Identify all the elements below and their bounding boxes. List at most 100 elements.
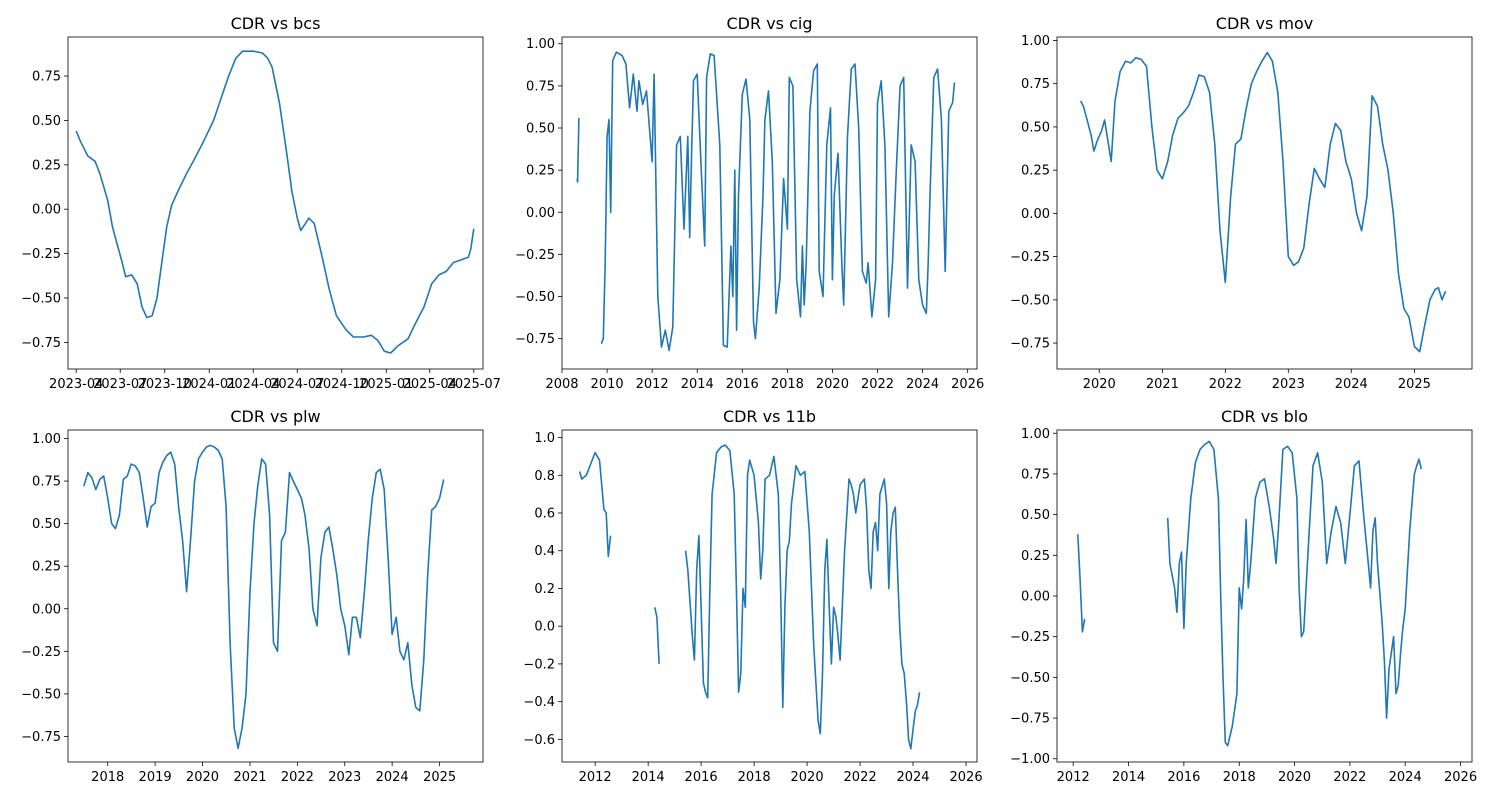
x-tick-label: 2022 bbox=[281, 770, 314, 785]
y-tick-label: −0.75 bbox=[21, 730, 61, 745]
axes-frame bbox=[67, 429, 484, 763]
series-line-segment bbox=[653, 607, 660, 664]
y-tick-label: 0.25 bbox=[32, 560, 61, 575]
y-tick-label: −0.75 bbox=[515, 332, 555, 347]
y-tick-label: 0.25 bbox=[526, 164, 555, 179]
subplot-1: CDR vs bcs −0.75 −0.50 −0.25 0.00 0.25 0.50 0.7… bbox=[21, 14, 501, 392]
y-tick-label: −0.75 bbox=[21, 336, 61, 351]
x-tick-label: 2014 bbox=[681, 377, 714, 392]
x-tick-label: 2020 bbox=[1278, 770, 1311, 785]
x-tick-label: 2023-04 bbox=[49, 377, 103, 392]
x-tick-label: 2012 bbox=[636, 377, 669, 392]
y-tick-label: −0.25 bbox=[1010, 250, 1050, 265]
series-line-segment bbox=[576, 117, 580, 183]
x-tick-label: 2022 bbox=[1333, 770, 1366, 785]
y-tick-label: 0.8 bbox=[534, 469, 555, 484]
x-tick-label: 2026 bbox=[1444, 770, 1477, 785]
subplot-title: CDR vs bcs bbox=[231, 14, 321, 33]
y-tick-label: 0.00 bbox=[526, 206, 555, 221]
x-tick-label: 2014 bbox=[632, 770, 665, 785]
x-tick-label: 2016 bbox=[1167, 770, 1200, 785]
y-tick-label: 0.00 bbox=[1021, 207, 1050, 222]
subplot-title: CDR vs cig bbox=[727, 14, 813, 33]
y-tick-label: 0.50 bbox=[32, 114, 61, 129]
series-line-segment bbox=[1166, 440, 1423, 747]
y-tick-label: 0.50 bbox=[32, 517, 61, 532]
x-tick-label: 2020 bbox=[186, 770, 219, 785]
y-tick-label: 0.0 bbox=[534, 620, 555, 635]
x-tick-label: 2024 bbox=[376, 770, 409, 785]
x-tick-label: 2023-07 bbox=[93, 377, 147, 392]
y-tick-label: 1.00 bbox=[32, 432, 61, 447]
x-tick-label: 2024-04 bbox=[226, 377, 280, 392]
x-tick-label: 2025-01 bbox=[359, 377, 413, 392]
y-tick-label: 0.25 bbox=[1021, 164, 1050, 179]
y-tick-label: 0.75 bbox=[1021, 467, 1050, 482]
x-tick-label: 2012 bbox=[1057, 770, 1090, 785]
x-tick-label: 2024 bbox=[1335, 377, 1368, 392]
x-tick-label: 2025 bbox=[423, 770, 456, 785]
x-tick-label: 2025-07 bbox=[447, 377, 501, 392]
x-tick-label: 2018 bbox=[1223, 770, 1256, 785]
y-tick-label: −1.00 bbox=[1010, 752, 1050, 767]
x-tick-label: 2016 bbox=[685, 770, 718, 785]
series-line-segment bbox=[600, 51, 956, 352]
y-tick-label: −0.25 bbox=[515, 248, 555, 263]
y-tick-label: −0.75 bbox=[1010, 712, 1050, 727]
subplot-6: CDR vs blo −1.00 −0.75 −0.50 −0.25 0.00 0.25 0.… bbox=[1010, 407, 1477, 785]
y-tick-label: −0.25 bbox=[1010, 630, 1050, 645]
subplot-4: CDR vs plw −0.75 −0.50 −0.25 0.00 0.25 0.50 0.7… bbox=[21, 407, 484, 785]
axes-frame bbox=[67, 36, 484, 370]
x-tick-label: 2018 bbox=[738, 770, 771, 785]
x-tick-label: 2014 bbox=[1112, 770, 1145, 785]
x-tick-label: 2025-04 bbox=[403, 377, 457, 392]
x-tick-label: 2024 bbox=[896, 770, 929, 785]
x-tick-label: 2008 bbox=[545, 377, 578, 392]
x-tick-label: 2026 bbox=[951, 377, 984, 392]
x-tick-label: 2012 bbox=[579, 770, 612, 785]
y-tick-label: 0.75 bbox=[526, 79, 555, 94]
x-tick-label: 2022 bbox=[1209, 377, 1242, 392]
axes-frame bbox=[561, 429, 978, 763]
x-tick-label: 2024-07 bbox=[270, 377, 324, 392]
x-tick-label: 2022 bbox=[844, 770, 877, 785]
x-tick-label: 2021 bbox=[1146, 377, 1179, 392]
y-tick-label: −0.50 bbox=[1010, 671, 1050, 686]
y-tick-label: 0.75 bbox=[32, 70, 61, 85]
y-tick-label: 0.50 bbox=[1021, 120, 1050, 135]
x-tick-label: 2025 bbox=[1398, 377, 1431, 392]
x-tick-label: 2021 bbox=[233, 770, 266, 785]
y-tick-label: −0.2 bbox=[523, 657, 555, 672]
y-tick-label: 0.00 bbox=[32, 602, 61, 617]
y-tick-label: 0.25 bbox=[32, 158, 61, 173]
y-tick-label: 0.2 bbox=[534, 582, 555, 597]
y-tick-label: 0.50 bbox=[526, 122, 555, 137]
y-tick-label: −0.50 bbox=[515, 290, 555, 305]
y-tick-label: −0.4 bbox=[523, 695, 555, 710]
y-tick-label: 0.25 bbox=[1021, 549, 1050, 564]
y-tick-label: 0.6 bbox=[534, 507, 555, 522]
y-tick-label: 0.00 bbox=[32, 203, 61, 218]
x-tick-label: 2020 bbox=[816, 377, 849, 392]
y-tick-label: −0.25 bbox=[21, 247, 61, 262]
x-tick-label: 2024 bbox=[906, 377, 939, 392]
y-tick-label: 1.00 bbox=[1021, 34, 1050, 49]
subplot-title: CDR vs 11b bbox=[723, 407, 816, 426]
subplot-title: CDR vs mov bbox=[1216, 14, 1313, 33]
subplot-5: CDR vs 11b −0.6 −0.4 −0.2 0.0 0.2 0.4 0.6 0.8 1.0… bbox=[523, 407, 982, 785]
y-tick-label: 0.75 bbox=[32, 475, 61, 490]
y-tick-label: 0.50 bbox=[1021, 508, 1050, 523]
y-tick-label: −0.75 bbox=[1010, 337, 1050, 352]
x-tick-label: 2018 bbox=[91, 770, 124, 785]
y-tick-label: 1.0 bbox=[534, 431, 555, 446]
x-tick-label: 2023 bbox=[1272, 377, 1305, 392]
y-tick-label: −0.50 bbox=[1010, 293, 1050, 308]
x-tick-label: 2024-10 bbox=[315, 377, 369, 392]
x-tick-label: 2020 bbox=[1083, 377, 1116, 392]
y-tick-label: 0.4 bbox=[534, 544, 555, 559]
x-tick-label: 2022 bbox=[861, 377, 894, 392]
series-line-segment bbox=[1077, 534, 1086, 633]
x-tick-label: 2010 bbox=[591, 377, 624, 392]
axes-frame bbox=[1056, 36, 1473, 370]
